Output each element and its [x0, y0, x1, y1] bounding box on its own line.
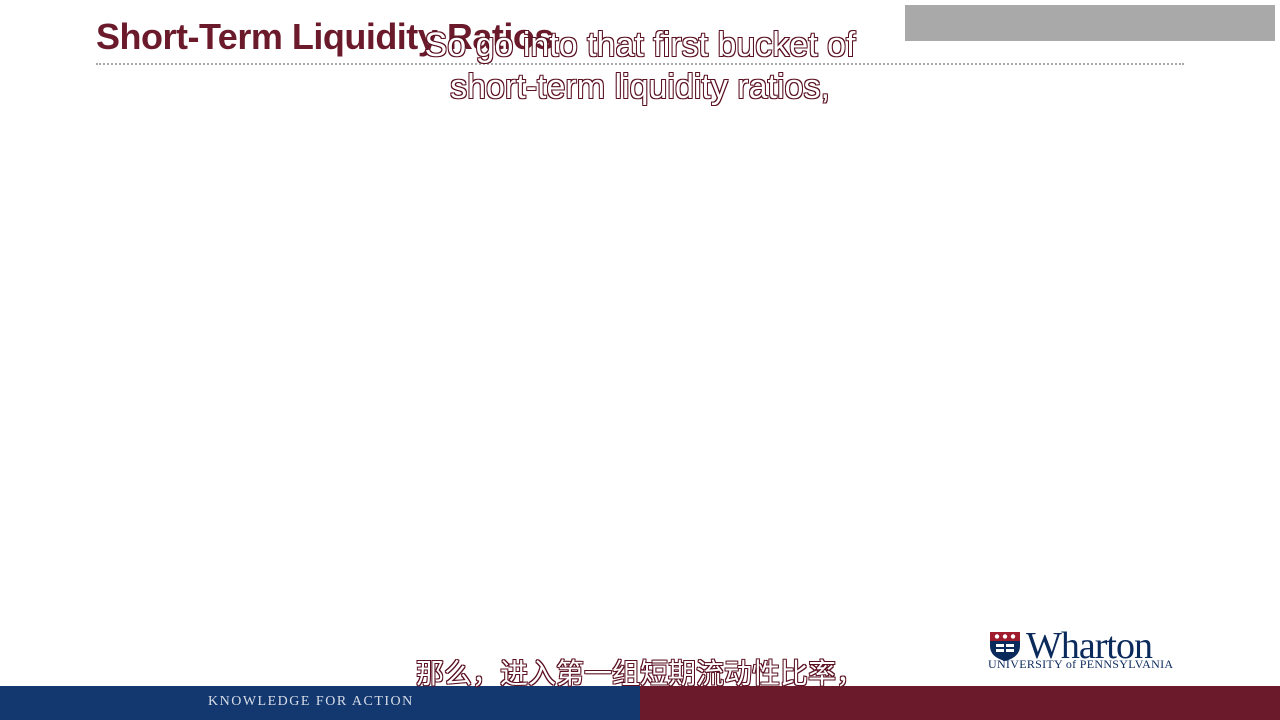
wharton-logo: Wharton UNIVERSITY of PENNSYLVANIA	[988, 625, 1193, 672]
chinese-subtitle: 那么，进入第一组短期流动性比率，	[415, 657, 865, 690]
corner-gray-box	[905, 5, 1275, 41]
logo-subtitle: UNIVERSITY of PENNSYLVANIA	[988, 657, 1174, 671]
penn-shield-icon	[990, 632, 1020, 661]
english-subtitle-line-1: So go into that first bucket of	[424, 25, 856, 65]
title-divider	[96, 63, 1184, 65]
english-subtitle-line-2: short-term liquidity ratios,	[449, 67, 830, 107]
footer-navy-bar: KNOWLEDGE FOR ACTION	[0, 686, 640, 720]
english-subtitle: So go into that first bucket of short-te…	[0, 24, 1280, 108]
slide-title: Short-Term Liquidity Ratios	[96, 16, 554, 57]
logo-wordmark: Wharton	[1026, 625, 1153, 667]
footer-maroon-bar	[640, 686, 1280, 720]
footer-tagline: KNOWLEDGE FOR ACTION	[208, 694, 414, 709]
